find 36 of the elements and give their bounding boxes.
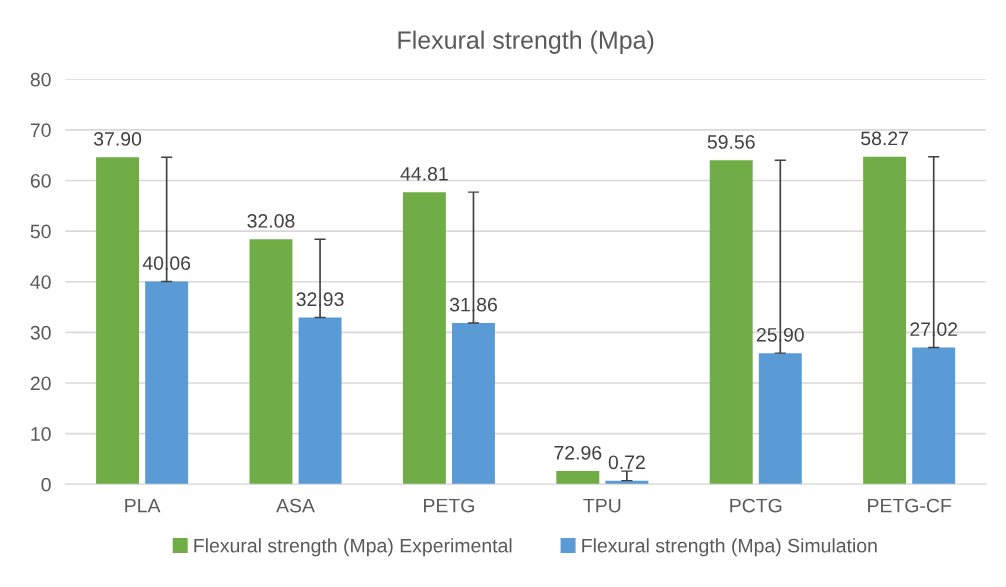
annotation: 37.90 [93, 132, 142, 146]
bar [758, 353, 802, 485]
annotation: 59.56 [707, 135, 755, 149]
y-tick-label: 60 [30, 173, 51, 188]
x-tick-label: PETG [424, 498, 474, 513]
y-tick-label: 20 [30, 376, 51, 391]
x-tick-label: ASA [276, 498, 315, 513]
legend-label: Flexural strength (Mpa) Simulation [582, 538, 877, 557]
y-tick-label: 70 [30, 123, 51, 138]
y-tick-label: 50 [30, 224, 51, 239]
bar [96, 157, 140, 485]
bar [402, 192, 446, 485]
bar [249, 239, 293, 485]
bar [452, 322, 495, 485]
chart-title: Flexural strength (Mpa) [398, 30, 654, 54]
bar [145, 281, 189, 485]
x-tick-label: TPU [583, 498, 621, 513]
bar [912, 347, 956, 485]
x-tick-label: PLA [125, 498, 161, 513]
y-tick-label: 10 [31, 427, 51, 441]
x-tick-label: PCTG [730, 498, 782, 513]
y-tick-label: 40 [30, 275, 51, 289]
annotation: 32.08 [247, 214, 295, 228]
legend-label: Flexural strength (Mpa) Experimental [194, 538, 512, 557]
y-tick-label: 30 [30, 325, 51, 340]
bar [709, 160, 753, 485]
bar [298, 317, 342, 485]
annotation: 44.81 [400, 166, 448, 181]
bar [556, 471, 600, 485]
data-label: 0.72 [608, 455, 645, 470]
annotation: 72.96 [554, 445, 602, 460]
x-tick-label: PETG-CF [868, 498, 952, 513]
y-tick-label: 0 [41, 477, 51, 492]
y-tick-label: 80 [30, 72, 51, 87]
annotation: 58.27 [861, 131, 908, 146]
bar [863, 156, 907, 485]
